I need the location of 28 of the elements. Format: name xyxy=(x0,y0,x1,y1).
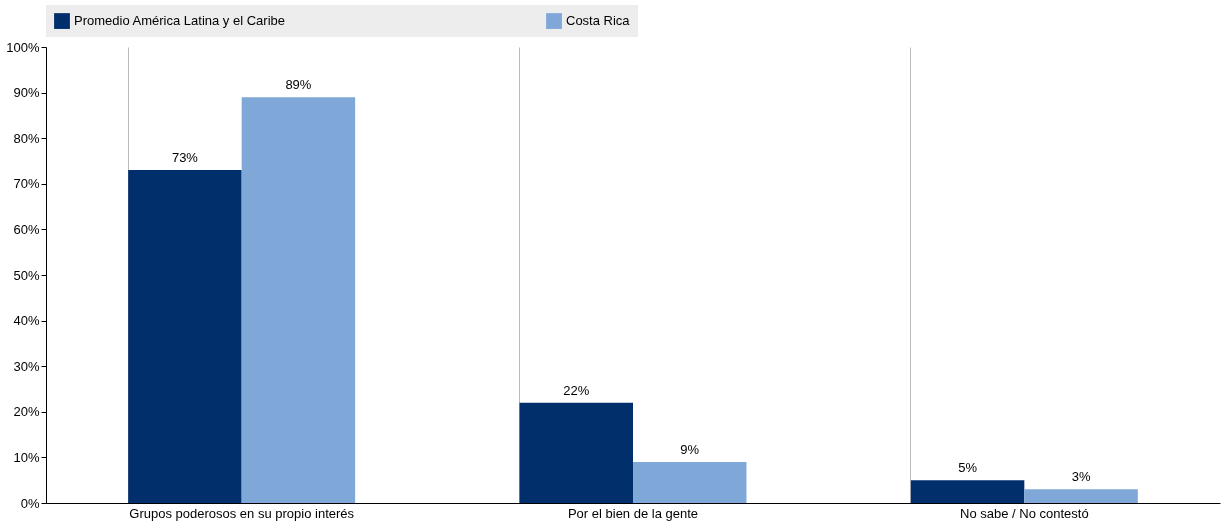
y-tick-label: 80% xyxy=(13,130,40,146)
y-tick-label: 70% xyxy=(13,176,40,192)
y-tick-label: 20% xyxy=(13,404,40,420)
y-tick-label: 60% xyxy=(13,221,40,237)
y-tick-label: 40% xyxy=(13,313,40,329)
bar xyxy=(241,97,356,503)
y-tick-label: 50% xyxy=(13,267,40,283)
x-tick-label: Grupos poderosos en su propio interés xyxy=(129,505,355,521)
bar xyxy=(128,170,242,503)
bar xyxy=(633,461,747,503)
bar xyxy=(910,480,1025,503)
y-tick-label: 0% xyxy=(20,495,40,511)
data-label: 22% xyxy=(563,382,590,398)
legend-label: Costa Rica xyxy=(566,13,631,29)
bar xyxy=(519,402,633,503)
legend-label: Promedio América Latina y el Caribe xyxy=(74,13,285,29)
data-label: 89% xyxy=(285,77,312,93)
data-label: 3% xyxy=(1071,469,1091,485)
data-label: 73% xyxy=(171,150,199,166)
y-tick-label: 100% xyxy=(6,39,40,55)
y-tick-label: 30% xyxy=(13,358,40,374)
x-tick-label: No sabe / No contestó xyxy=(960,505,1089,521)
x-tick-label: Por el bien de la gente xyxy=(567,505,699,521)
data-label: 5% xyxy=(958,460,978,476)
data-label: 9% xyxy=(680,441,700,457)
y-tick-label: 10% xyxy=(13,449,40,465)
y-tick-label: 90% xyxy=(13,85,40,101)
bar xyxy=(1024,489,1138,503)
